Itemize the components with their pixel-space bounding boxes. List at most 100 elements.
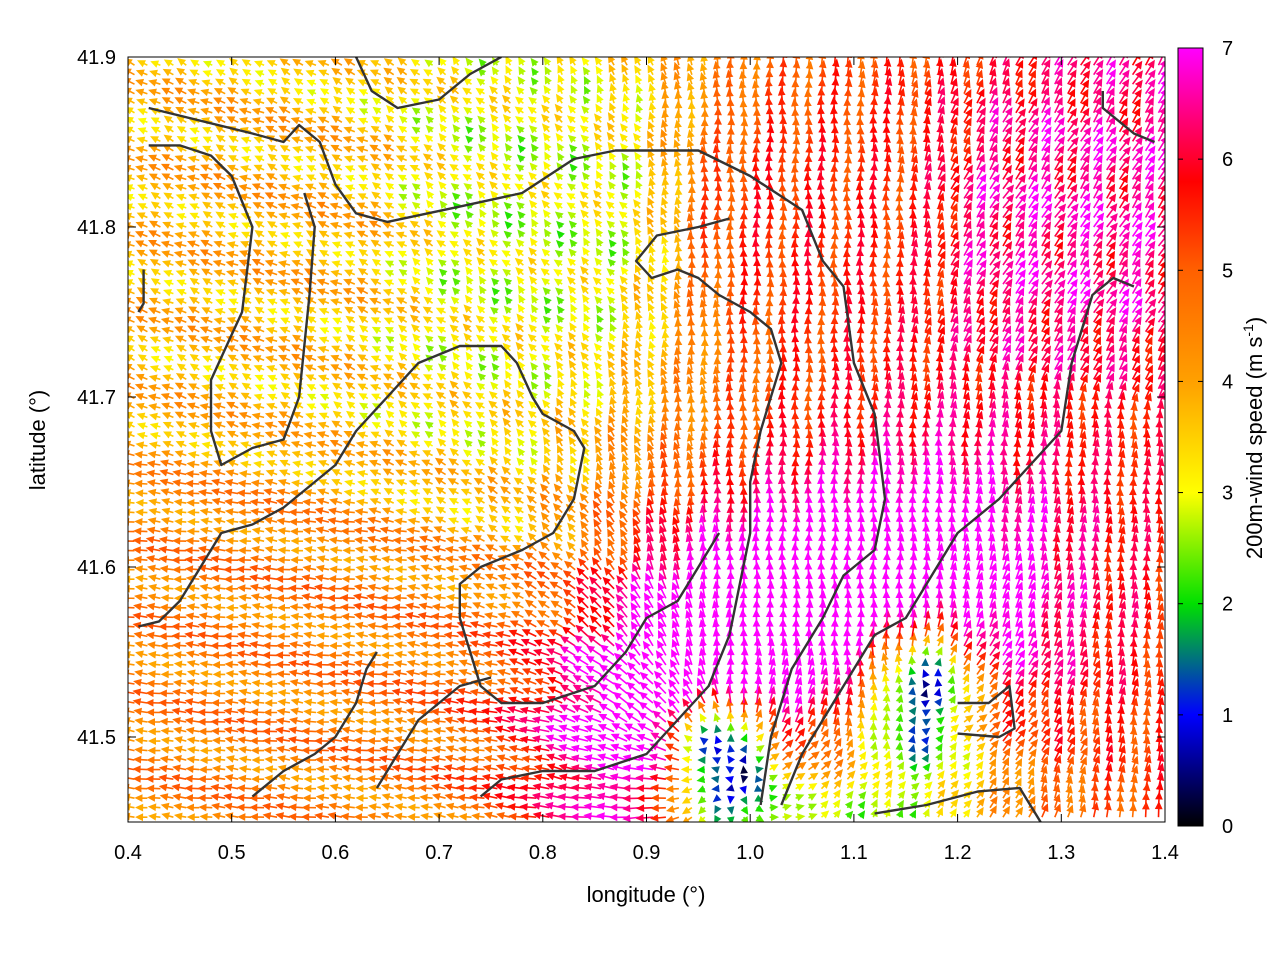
wind-arrow [288, 812, 304, 821]
wind-arrow [213, 240, 226, 248]
wind-arrow [147, 564, 161, 573]
wind-arrow [277, 774, 291, 782]
wind-arrow [184, 479, 200, 488]
wind-arrow [264, 421, 278, 429]
wind-arrow [173, 498, 187, 507]
wind-arrow [254, 297, 265, 305]
wind-arrow [280, 373, 291, 381]
wind-arrow [239, 344, 252, 352]
wind-arrow [226, 269, 239, 278]
wind-arrow [146, 469, 161, 478]
wind-arrow [148, 507, 161, 516]
wind-arrow [135, 659, 148, 668]
wind-arrow [184, 707, 200, 716]
wind-arrow [173, 651, 187, 659]
wind-arrow [252, 249, 265, 257]
wind-arrow [200, 335, 213, 344]
wind-arrow [227, 440, 239, 448]
wind-arrow [128, 68, 135, 76]
wind-arrow [275, 565, 291, 574]
wind-arrow [128, 382, 135, 390]
wind-arrow [211, 545, 226, 554]
wind-arrow [249, 583, 265, 592]
wind-arrow [150, 288, 161, 296]
wind-arrow [214, 279, 226, 287]
wind-arrow [241, 372, 252, 381]
wind-arrow [224, 508, 239, 516]
wind-arrow [134, 565, 148, 573]
wind-arrow [542, 287, 552, 296]
wind-arrow [171, 698, 187, 706]
wind-arrow [136, 412, 148, 420]
wind-arrow [225, 517, 239, 526]
wind-arrow [266, 450, 278, 458]
wind-arrow [145, 689, 161, 698]
wind-arrow [188, 222, 200, 230]
wind-arrow [186, 678, 200, 687]
wind-arrow [240, 392, 252, 400]
wind-arrow [227, 354, 239, 362]
wind-arrow [171, 783, 187, 792]
wind-arrow [212, 812, 226, 820]
wind-arrow [159, 793, 174, 801]
wind-arrow [162, 260, 174, 268]
wind-arrow [239, 402, 252, 410]
wind-arrow [133, 678, 148, 687]
wind-arrow [265, 288, 278, 296]
wind-arrow [262, 718, 278, 726]
wind-arrow [174, 307, 187, 315]
wind-arrow [159, 478, 174, 487]
wind-arrow [186, 249, 200, 258]
wind-arrow [215, 211, 226, 220]
wind-arrow [236, 784, 252, 793]
wind-arrow [223, 793, 239, 801]
wind-arrow [172, 717, 187, 725]
wind-arrow [252, 202, 265, 210]
wind-arrow [150, 201, 161, 210]
wind-arrow [239, 460, 252, 469]
wind-arrow [228, 363, 239, 372]
wind-arrow [254, 384, 265, 392]
wind-arrow [128, 594, 135, 602]
wind-arrow [148, 498, 161, 506]
wind-arrow [172, 793, 187, 801]
wind-arrow [251, 335, 265, 343]
wind-arrow [223, 802, 239, 811]
wind-arrow [197, 784, 213, 793]
wind-arrow [176, 212, 187, 221]
wind-arrow [199, 812, 213, 821]
wind-arrow [158, 764, 174, 773]
wind-arrow [251, 679, 265, 688]
wind-arrow [279, 96, 291, 105]
wind-arrow [241, 222, 252, 230]
wind-arrow [264, 431, 278, 439]
wind-arrow [188, 441, 200, 449]
wind-arrow [225, 613, 239, 622]
wind-arrow [225, 688, 239, 697]
wind-arrow [228, 222, 239, 230]
wind-arrow [236, 640, 252, 649]
wind-arrow [251, 431, 265, 440]
wind-arrow [288, 726, 304, 735]
wind-arrow [223, 651, 239, 659]
wind-arrow [254, 306, 265, 315]
wind-arrow [148, 812, 161, 821]
wind-arrow [251, 268, 265, 276]
wind-arrow [200, 164, 213, 172]
wind-arrow [163, 346, 174, 354]
wind-arrow [278, 183, 291, 191]
wind-arrow [158, 689, 174, 698]
wind-arrow [135, 221, 148, 229]
wind-arrow [197, 631, 213, 640]
wind-arrow [136, 98, 148, 106]
wind-arrow [128, 136, 135, 144]
wind-arrow [128, 164, 135, 173]
wind-arrow [160, 392, 174, 401]
wind-arrow [158, 622, 174, 631]
wind-arrow [135, 69, 148, 77]
wind-arrow [212, 326, 226, 335]
wind-arrow [128, 688, 135, 695]
wind-arrow [189, 203, 200, 211]
wind-arrow [145, 765, 161, 774]
wind-arrow [263, 488, 278, 496]
